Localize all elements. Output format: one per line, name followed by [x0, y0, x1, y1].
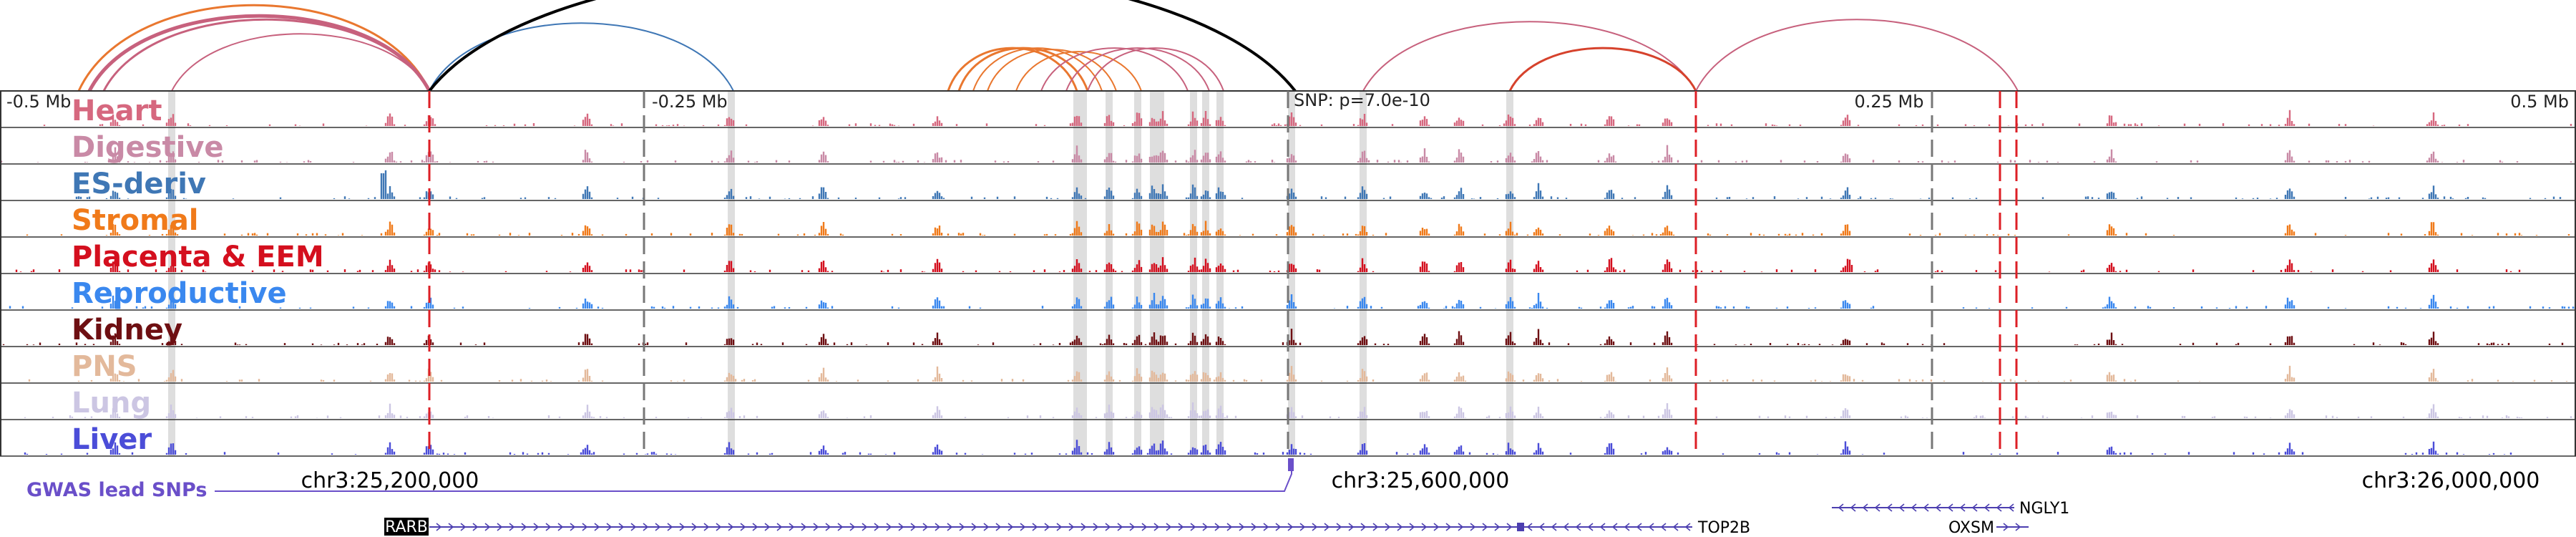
gene-exon — [1517, 523, 1524, 531]
signal-liver — [24, 440, 2512, 455]
gene-oxsm-arrows — [2003, 523, 2021, 531]
track-label: Reproductive — [72, 277, 287, 310]
genomic-coordinates: chr3:25,200,000 chr3:25,600,000 chr3:26,… — [301, 468, 2540, 493]
loop-arc — [428, 0, 1297, 92]
gene-ngly1-arrows — [1838, 503, 2014, 512]
loop-arc — [77, 4, 431, 92]
loop-arcs — [77, 0, 2019, 92]
loop-arc — [1362, 21, 1697, 92]
signal-tracks — [0, 110, 2576, 455]
gene-label-top2b: TOP2B — [1697, 519, 1750, 537]
loop-arc — [1508, 47, 1697, 92]
loop-arc — [171, 33, 430, 92]
signal-stromal — [26, 221, 2576, 236]
track-labels: Heart Digestive ES-deriv Stromal Placenta & … — [72, 95, 324, 456]
loop-arc — [102, 18, 431, 92]
gene-top2b-arrows — [1526, 523, 1691, 531]
track-label: Liver — [72, 423, 152, 456]
track-label: Placenta & EEM — [72, 241, 324, 274]
loop-arc — [987, 49, 1117, 92]
axis-tick-label: 0.25 Mb — [1854, 92, 1923, 112]
track-label: Digestive — [72, 131, 224, 164]
rarb-label-box — [384, 518, 429, 536]
gene-label-ngly1: NGLY1 — [2019, 500, 2069, 518]
signal-placenta-eem — [15, 257, 2521, 272]
loop-arc — [1015, 51, 1142, 92]
coordinate-label: chr3:25,600,000 — [1332, 468, 1510, 493]
loop-arc — [1695, 19, 2019, 92]
signal-es-deriv — [75, 170, 2562, 199]
track-label: Stromal — [72, 204, 199, 237]
loop-arc — [972, 47, 1103, 92]
loop-arc — [87, 14, 431, 92]
axis-tick-label: 0.5 Mb — [2510, 92, 2569, 112]
marker-lines — [428, 91, 2018, 456]
signal-reproductive — [9, 293, 2576, 309]
track-label: Lung — [72, 387, 151, 420]
track-label: ES-deriv — [72, 168, 206, 200]
gene-track: RARB TOP2B NGLY1 OXSM — [384, 500, 2069, 537]
track-label: Heart — [72, 95, 162, 127]
signal-heart — [43, 110, 2572, 126]
gwas-track: GWAS lead SNPs — [26, 458, 1294, 501]
snp-label: SNP: p=7.0e-10 — [1294, 90, 1430, 110]
loop-arc — [1065, 47, 1210, 92]
top-axis: -0.5 Mb -0.25 Mb SNP: p=7.0e-10 0.25 Mb … — [6, 90, 2569, 112]
track-label: PNS — [72, 350, 137, 383]
axis-tick-label: -0.25 Mb — [652, 92, 728, 112]
signal-kidney — [2, 329, 2564, 345]
gene-label-oxsm: OXSM — [1948, 519, 1994, 537]
signal-digestive — [0, 145, 2572, 163]
coordinate-label: chr3:26,000,000 — [2362, 468, 2540, 493]
track-label: Kidney — [72, 314, 182, 347]
coordinate-label: chr3:25,200,000 — [301, 468, 479, 493]
signal-lung — [24, 402, 2572, 418]
axis-tick-label: -0.5 Mb — [6, 92, 71, 112]
loop-arc — [1087, 47, 1224, 92]
gene-rarb-arrows — [436, 523, 1513, 531]
loop-arc — [1040, 47, 1189, 92]
signal-pns — [28, 365, 2568, 382]
loop-arc — [957, 47, 1089, 92]
gwas-snp-marker — [1288, 458, 1294, 471]
loop-arc — [429, 22, 734, 92]
gene-label-rarb: RARB — [385, 518, 428, 536]
gwas-label: GWAS lead SNPs — [26, 479, 207, 501]
